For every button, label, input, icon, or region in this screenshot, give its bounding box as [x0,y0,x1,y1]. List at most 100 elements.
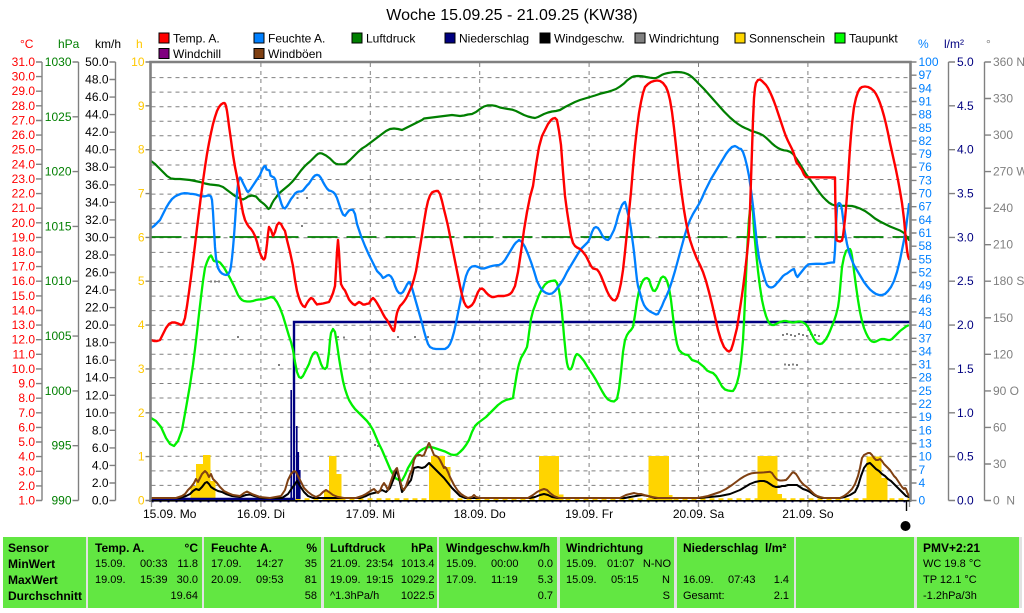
svg-text:%: % [918,37,929,51]
svg-text:15.09. Mo: 15.09. Mo [143,507,197,521]
svg-text:Windböen: Windböen [268,47,322,61]
svg-text:23.0: 23.0 [12,172,36,186]
svg-text:28: 28 [919,371,933,385]
svg-text:6.0: 6.0 [92,441,109,455]
svg-text:97: 97 [919,68,933,82]
svg-text:1010: 1010 [45,274,72,288]
svg-text:Windgeschw.: Windgeschw. [554,32,625,46]
svg-text:17.0: 17.0 [12,260,36,274]
svg-text:2.5: 2.5 [957,274,974,288]
svg-text:25.0: 25.0 [12,143,36,157]
svg-text:1025: 1025 [45,110,72,124]
svg-text:28.0: 28.0 [12,99,36,113]
svg-text:11.0: 11.0 [13,347,36,361]
svg-text:0: 0 [919,494,926,508]
svg-text:22.0: 22.0 [12,187,36,201]
svg-text:3.5: 3.5 [957,187,974,201]
svg-text:27.0: 27.0 [12,114,36,128]
svg-text:3: 3 [138,362,145,376]
svg-text:0.5: 0.5 [957,450,974,464]
svg-text:°C: °C [20,37,34,51]
svg-text:hPa: hPa [58,37,80,51]
svg-text:Woche 15.09.25 - 21.09.25 (KW3: Woche 15.09.25 - 21.09.25 (KW38) [386,7,637,24]
svg-text:Temp. A.: Temp. A. [173,32,220,46]
svg-text:37: 37 [919,331,933,345]
svg-text:1000: 1000 [45,384,72,398]
svg-text:240: 240 [993,201,1013,215]
svg-text:7: 7 [138,187,145,201]
svg-text:Taupunkt: Taupunkt [849,32,898,46]
svg-text:64: 64 [919,213,933,227]
svg-text:5.0: 5.0 [957,55,974,69]
svg-text:20.0: 20.0 [12,216,36,230]
svg-text:28.0: 28.0 [85,248,109,262]
svg-text:5.0: 5.0 [18,435,35,449]
svg-text:18.0: 18.0 [12,245,36,259]
svg-text:2.0: 2.0 [92,476,109,490]
svg-text:13: 13 [919,437,933,451]
svg-text:300: 300 [993,128,1013,142]
svg-text:48.0: 48.0 [85,73,109,87]
svg-text:12.0: 12.0 [12,333,36,347]
svg-text:19: 19 [919,410,933,424]
svg-text:h: h [136,37,143,51]
svg-text:4: 4 [919,476,926,490]
svg-text:4: 4 [138,318,145,332]
svg-text:88: 88 [919,108,933,122]
svg-text:50.0: 50.0 [85,55,109,69]
svg-text:990: 990 [51,494,71,508]
svg-text:26.0: 26.0 [12,128,36,142]
svg-text:24.0: 24.0 [85,283,109,297]
svg-text:43: 43 [919,305,933,319]
svg-text:18.09. Do: 18.09. Do [454,507,506,521]
svg-text:270 W: 270 W [993,165,1024,179]
svg-text:34.0: 34.0 [85,195,109,209]
svg-text:0.0: 0.0 [957,494,974,508]
svg-text:16.0: 16.0 [12,274,36,288]
svg-text:1.0: 1.0 [18,494,35,508]
svg-text:17.09. Mi: 17.09. Mi [346,507,395,521]
svg-text:94: 94 [919,81,933,95]
svg-text:16.09. Di: 16.09. Di [237,507,285,521]
svg-text:180 S: 180 S [993,274,1024,288]
svg-text:4.5: 4.5 [957,99,974,113]
svg-text:9: 9 [138,99,145,113]
svg-text:4.0: 4.0 [92,458,109,472]
svg-text:18.0: 18.0 [85,336,109,350]
svg-text:0 N: 0 N [993,494,1015,508]
svg-text:46: 46 [919,292,933,306]
svg-text:0.0: 0.0 [92,494,109,508]
svg-text:16: 16 [919,423,933,437]
svg-text:1015: 1015 [45,219,72,233]
svg-text:46.0: 46.0 [85,90,109,104]
svg-text:1005: 1005 [45,329,72,343]
svg-text:Sonnenschein: Sonnenschein [749,32,825,46]
svg-text:2: 2 [138,406,145,420]
svg-text:330: 330 [993,92,1013,106]
svg-text:7: 7 [919,463,926,477]
svg-text:4.0: 4.0 [18,450,35,464]
svg-text:52: 52 [919,266,933,280]
svg-text:4.0: 4.0 [957,143,974,157]
svg-text:6.0: 6.0 [18,420,35,434]
svg-text:20.0: 20.0 [85,318,109,332]
svg-text:21.0: 21.0 [12,201,36,215]
svg-text:79: 79 [919,147,933,161]
svg-text:19.09. Fr: 19.09. Fr [565,507,613,521]
svg-text:1020: 1020 [45,165,72,179]
svg-text:7.0: 7.0 [18,406,35,420]
svg-text:30.0: 30.0 [85,230,109,244]
svg-text:8: 8 [138,143,145,157]
svg-text:8.0: 8.0 [18,391,35,405]
svg-text:5: 5 [138,274,145,288]
svg-text:31: 31 [919,358,933,372]
svg-text:150: 150 [993,311,1013,325]
svg-text:24.0: 24.0 [12,157,36,171]
svg-text:Niederschlag: Niederschlag [459,32,529,46]
svg-text:2.0: 2.0 [18,479,35,493]
svg-text:10: 10 [131,55,145,69]
svg-text:3.0: 3.0 [957,230,974,244]
svg-text:15.0: 15.0 [12,289,36,303]
svg-text:8.0: 8.0 [92,423,109,437]
svg-text:58: 58 [919,239,933,253]
